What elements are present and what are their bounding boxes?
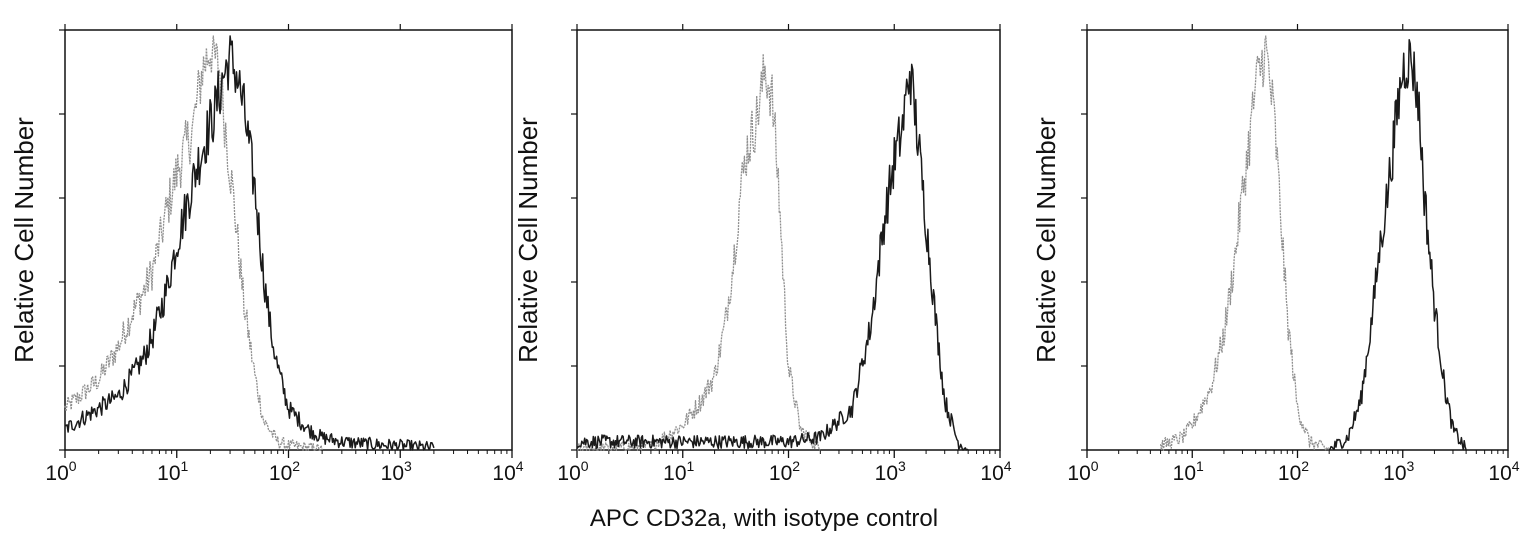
x-tick-label: 100 [557,458,588,485]
x-tick-label: 101 [663,458,694,485]
x-tick-label: 103 [1383,458,1414,485]
y-axis-label: Relative Cell Number [9,117,39,363]
x-tick-label: 104 [980,458,1011,485]
sample-trace [576,63,969,451]
shared-x-axis-label: APC CD32a, with isotype control [589,505,939,532]
plot-frame [64,29,513,451]
chart-panel-1: 100 101 102 103 104 Relative Cell Number [9,24,524,485]
plot-frame [576,29,1001,451]
x-tick-label: 102 [1278,458,1309,485]
x-tick-label: 100 [45,458,76,485]
chart-panel-2: 100 101 102 103 104 Relative Cell Number [513,24,1012,485]
x-tick-label: 104 [1488,458,1519,485]
x-tick-label: 101 [157,458,188,485]
x-tick-label: 102 [769,458,800,485]
chart-panel-3: 100 101 102 103 104 Relative Cell Number [1031,24,1520,485]
y-axis-label: Relative Cell Number [513,117,543,363]
y-axis-label: Relative Cell Number [1031,117,1061,363]
isotype-control-trace [1159,35,1330,451]
x-tick-label: 103 [381,458,412,485]
isotype-control-trace [64,35,323,451]
x-tick-label: 103 [875,458,906,485]
x-tick-label: 102 [269,458,300,485]
sample-trace [64,35,435,451]
sample-trace [1328,39,1467,451]
x-tick-label: 101 [1173,458,1204,485]
isotype-control-trace [576,53,821,451]
x-tick-label: 100 [1067,458,1098,485]
x-tick-label: 104 [492,458,523,485]
